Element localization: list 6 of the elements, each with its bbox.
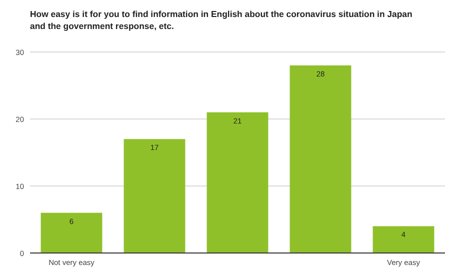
chart-title: How easy is it for you to find information in English about the coronavirus situation in Japan and the government response, etc. (30, 9, 412, 31)
bar (40, 212, 102, 253)
bar (206, 112, 268, 253)
bar (372, 226, 434, 253)
bar (124, 139, 186, 253)
bar (290, 65, 352, 253)
